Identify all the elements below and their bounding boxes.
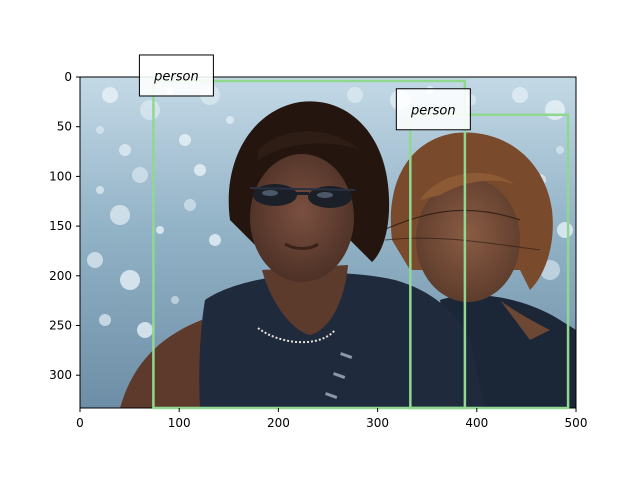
water-sparkle: [226, 116, 234, 124]
water-sparkle: [512, 87, 528, 103]
detection-label-1: person: [153, 69, 199, 84]
x-tick-label: 0: [76, 416, 84, 430]
y-tick-label: 100: [49, 169, 72, 183]
person-left-neck: [262, 265, 348, 335]
x-tick-label: 500: [565, 416, 588, 430]
water-sparkle: [87, 252, 103, 268]
water-sparkle: [119, 144, 131, 156]
detection-label-box-1: [138, 54, 214, 97]
person-right-face: [416, 178, 520, 302]
detection-boxes: person person: [138, 54, 570, 410]
water-sparkle: [556, 146, 564, 154]
detection-label-2: person: [410, 103, 456, 118]
water-sparkle: [102, 87, 118, 103]
x-tick-label: 200: [267, 416, 290, 430]
photo: [80, 77, 576, 408]
water-sparkle: [557, 222, 573, 238]
y-tick-label: 200: [49, 269, 72, 283]
water-sparkle: [194, 164, 206, 176]
x-tick-label: 300: [366, 416, 389, 430]
water-sparkle: [132, 167, 148, 183]
y-tick-label: 150: [49, 219, 72, 233]
water-sparkle: [96, 126, 104, 134]
vest-text: [325, 352, 353, 399]
x-tick-label: 100: [168, 416, 191, 430]
person-left-sunglasses: [249, 184, 356, 208]
detection-label-box-2: [395, 88, 471, 131]
x-tick-label: 400: [465, 416, 488, 430]
person-left-face: [250, 154, 354, 282]
water-sparkle: [99, 314, 111, 326]
water-sparkle: [137, 322, 153, 338]
water-sparkle: [120, 270, 140, 290]
person-left: [120, 101, 541, 408]
y-tick-label: 50: [57, 120, 72, 134]
water-sparkle: [209, 234, 221, 246]
detection-box-1: [152, 79, 467, 410]
water-sparkle: [171, 296, 179, 304]
water-sparkles: [87, 85, 573, 338]
water-sparkle: [347, 87, 363, 103]
y-tick-label: 300: [49, 368, 72, 382]
water-sparkle: [110, 205, 130, 225]
water-sparkle: [156, 226, 164, 234]
detection-box-2: [409, 113, 570, 410]
water-sparkle: [179, 134, 191, 146]
water-sparkle: [545, 100, 565, 120]
y-axis: 0 50 100 150 200 250 300: [49, 70, 80, 382]
water-sparkle: [96, 186, 104, 194]
water-sparkle: [184, 199, 196, 211]
x-axis: 0 100 200 300 400 500: [76, 408, 587, 430]
y-tick-label: 0: [64, 70, 72, 84]
person-left-vest: [199, 272, 486, 408]
y-tick-label: 250: [49, 318, 72, 332]
water-sparkle: [140, 100, 160, 120]
